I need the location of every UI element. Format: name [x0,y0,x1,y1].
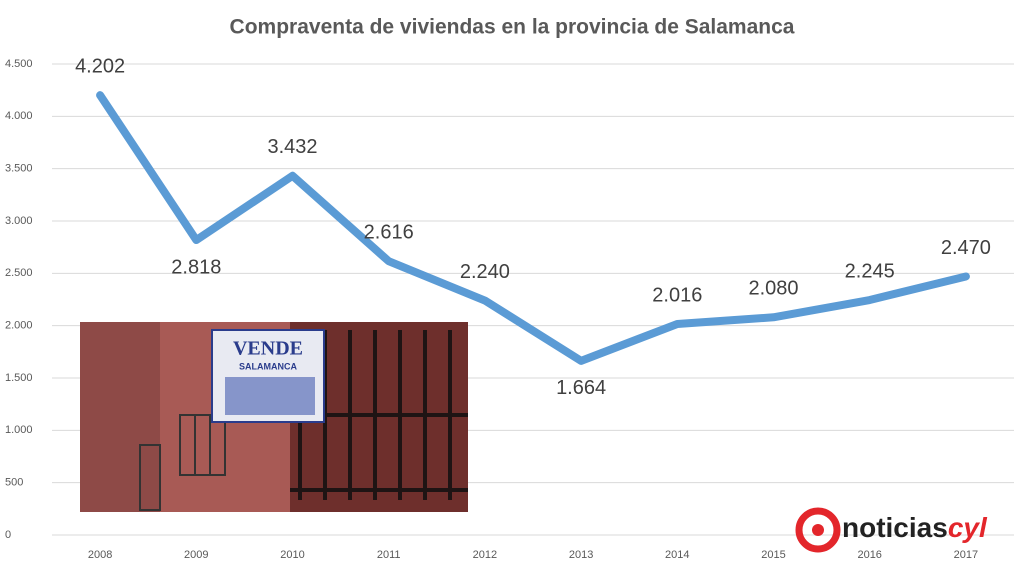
x-tick-label: 2010 [280,549,304,561]
x-tick-label: 2009 [184,549,208,561]
logo-dot [812,524,824,536]
data-label: 3.432 [267,136,317,158]
y-tick-label: 3.500 [5,163,33,175]
x-tick-label: 2017 [954,549,978,561]
photo-small-window [139,414,226,511]
chart-title: Compraventa de viviendas en la provincia… [230,16,795,39]
sign-text: SALAMANCA [239,361,297,371]
logo-text: noticiascyl [842,512,988,543]
grid: 0 500 1.000 1.500 2.000 2.500 3.000 3.500 4.000 4… [5,58,1014,561]
data-label: 2.240 [460,261,510,283]
y-tick-label: 4.500 [5,58,33,70]
data-line [96,91,970,365]
logo-text-main: noticias [842,512,948,543]
x-tick-label: 2012 [473,549,497,561]
y-tick-label: 1.500 [5,372,33,384]
logo-ring [795,507,841,553]
data-label: 2.080 [748,278,798,300]
watermark: noticiascyl [795,507,988,553]
data-label: 2.016 [652,284,702,306]
x-tick-label: 2014 [665,549,689,561]
data-label: 4.202 [75,55,125,77]
y-tick-label: 1.000 [5,424,33,436]
y-tick-label: 4.000 [5,110,33,122]
photo: VENDE SALAMANCA [80,322,468,512]
photo-pixelated [225,377,315,415]
x-tick-label: 2011 [377,549,401,561]
data-label: 2.245 [845,260,895,282]
data-label: 1.664 [556,377,606,399]
x-tick-label: 2016 [857,549,881,561]
data-label: 2.616 [364,221,414,243]
x-tick-label: 2015 [761,549,785,561]
data-label: 2.818 [171,256,221,278]
plot: 4.202 2.818 3.432 2.616 2.240 1.664 2.016 2.080… [75,55,991,399]
y-tick-label: 500 [5,477,23,489]
y-tick-label: 3.000 [5,215,33,227]
sign-text: VENDE [233,338,303,360]
y-tick-label: 0 [5,529,11,541]
x-tick-label: 2013 [569,549,593,561]
photo-wall-shade [80,322,160,512]
x-tick-label: 2008 [88,549,112,561]
y-tick-label: 2.000 [5,320,33,332]
y-tick-label: 2.500 [5,267,33,279]
logo-text-accent: cyl [948,512,988,543]
data-label: 2.470 [941,237,991,259]
